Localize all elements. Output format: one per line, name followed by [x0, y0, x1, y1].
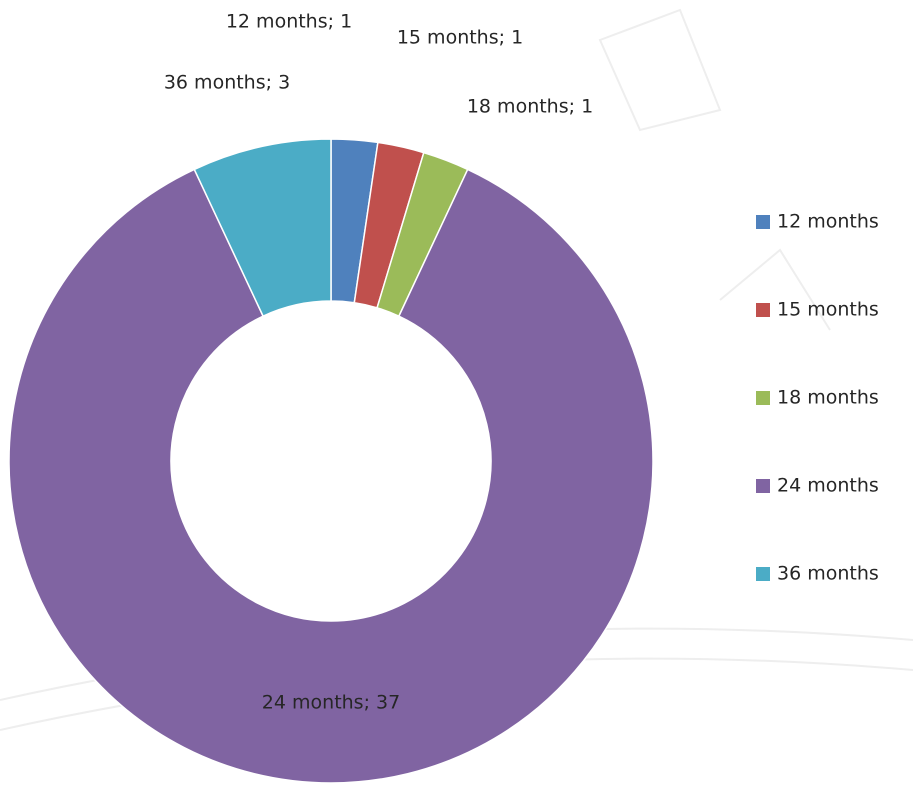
data-label: 36 months; 3 — [164, 72, 290, 94]
donut-slice — [193, 138, 332, 318]
data-label: 18 months; 1 — [467, 96, 593, 118]
legend-label: 24 months — [777, 475, 879, 497]
legend-label: 12 months — [777, 211, 879, 233]
legend-swatch — [756, 215, 770, 229]
legend-swatch — [756, 391, 770, 405]
donut-slice — [8, 168, 654, 784]
legend-swatch — [756, 303, 770, 317]
legend-label: 15 months — [777, 299, 879, 321]
legend-swatch — [756, 479, 770, 493]
legend-label: 36 months — [777, 563, 879, 585]
legend-swatch — [756, 567, 770, 581]
legend-label: 18 months — [777, 387, 879, 409]
data-label: 24 months; 37 — [262, 692, 400, 714]
data-label: 12 months; 1 — [226, 11, 352, 33]
data-label: 15 months; 1 — [397, 27, 523, 49]
